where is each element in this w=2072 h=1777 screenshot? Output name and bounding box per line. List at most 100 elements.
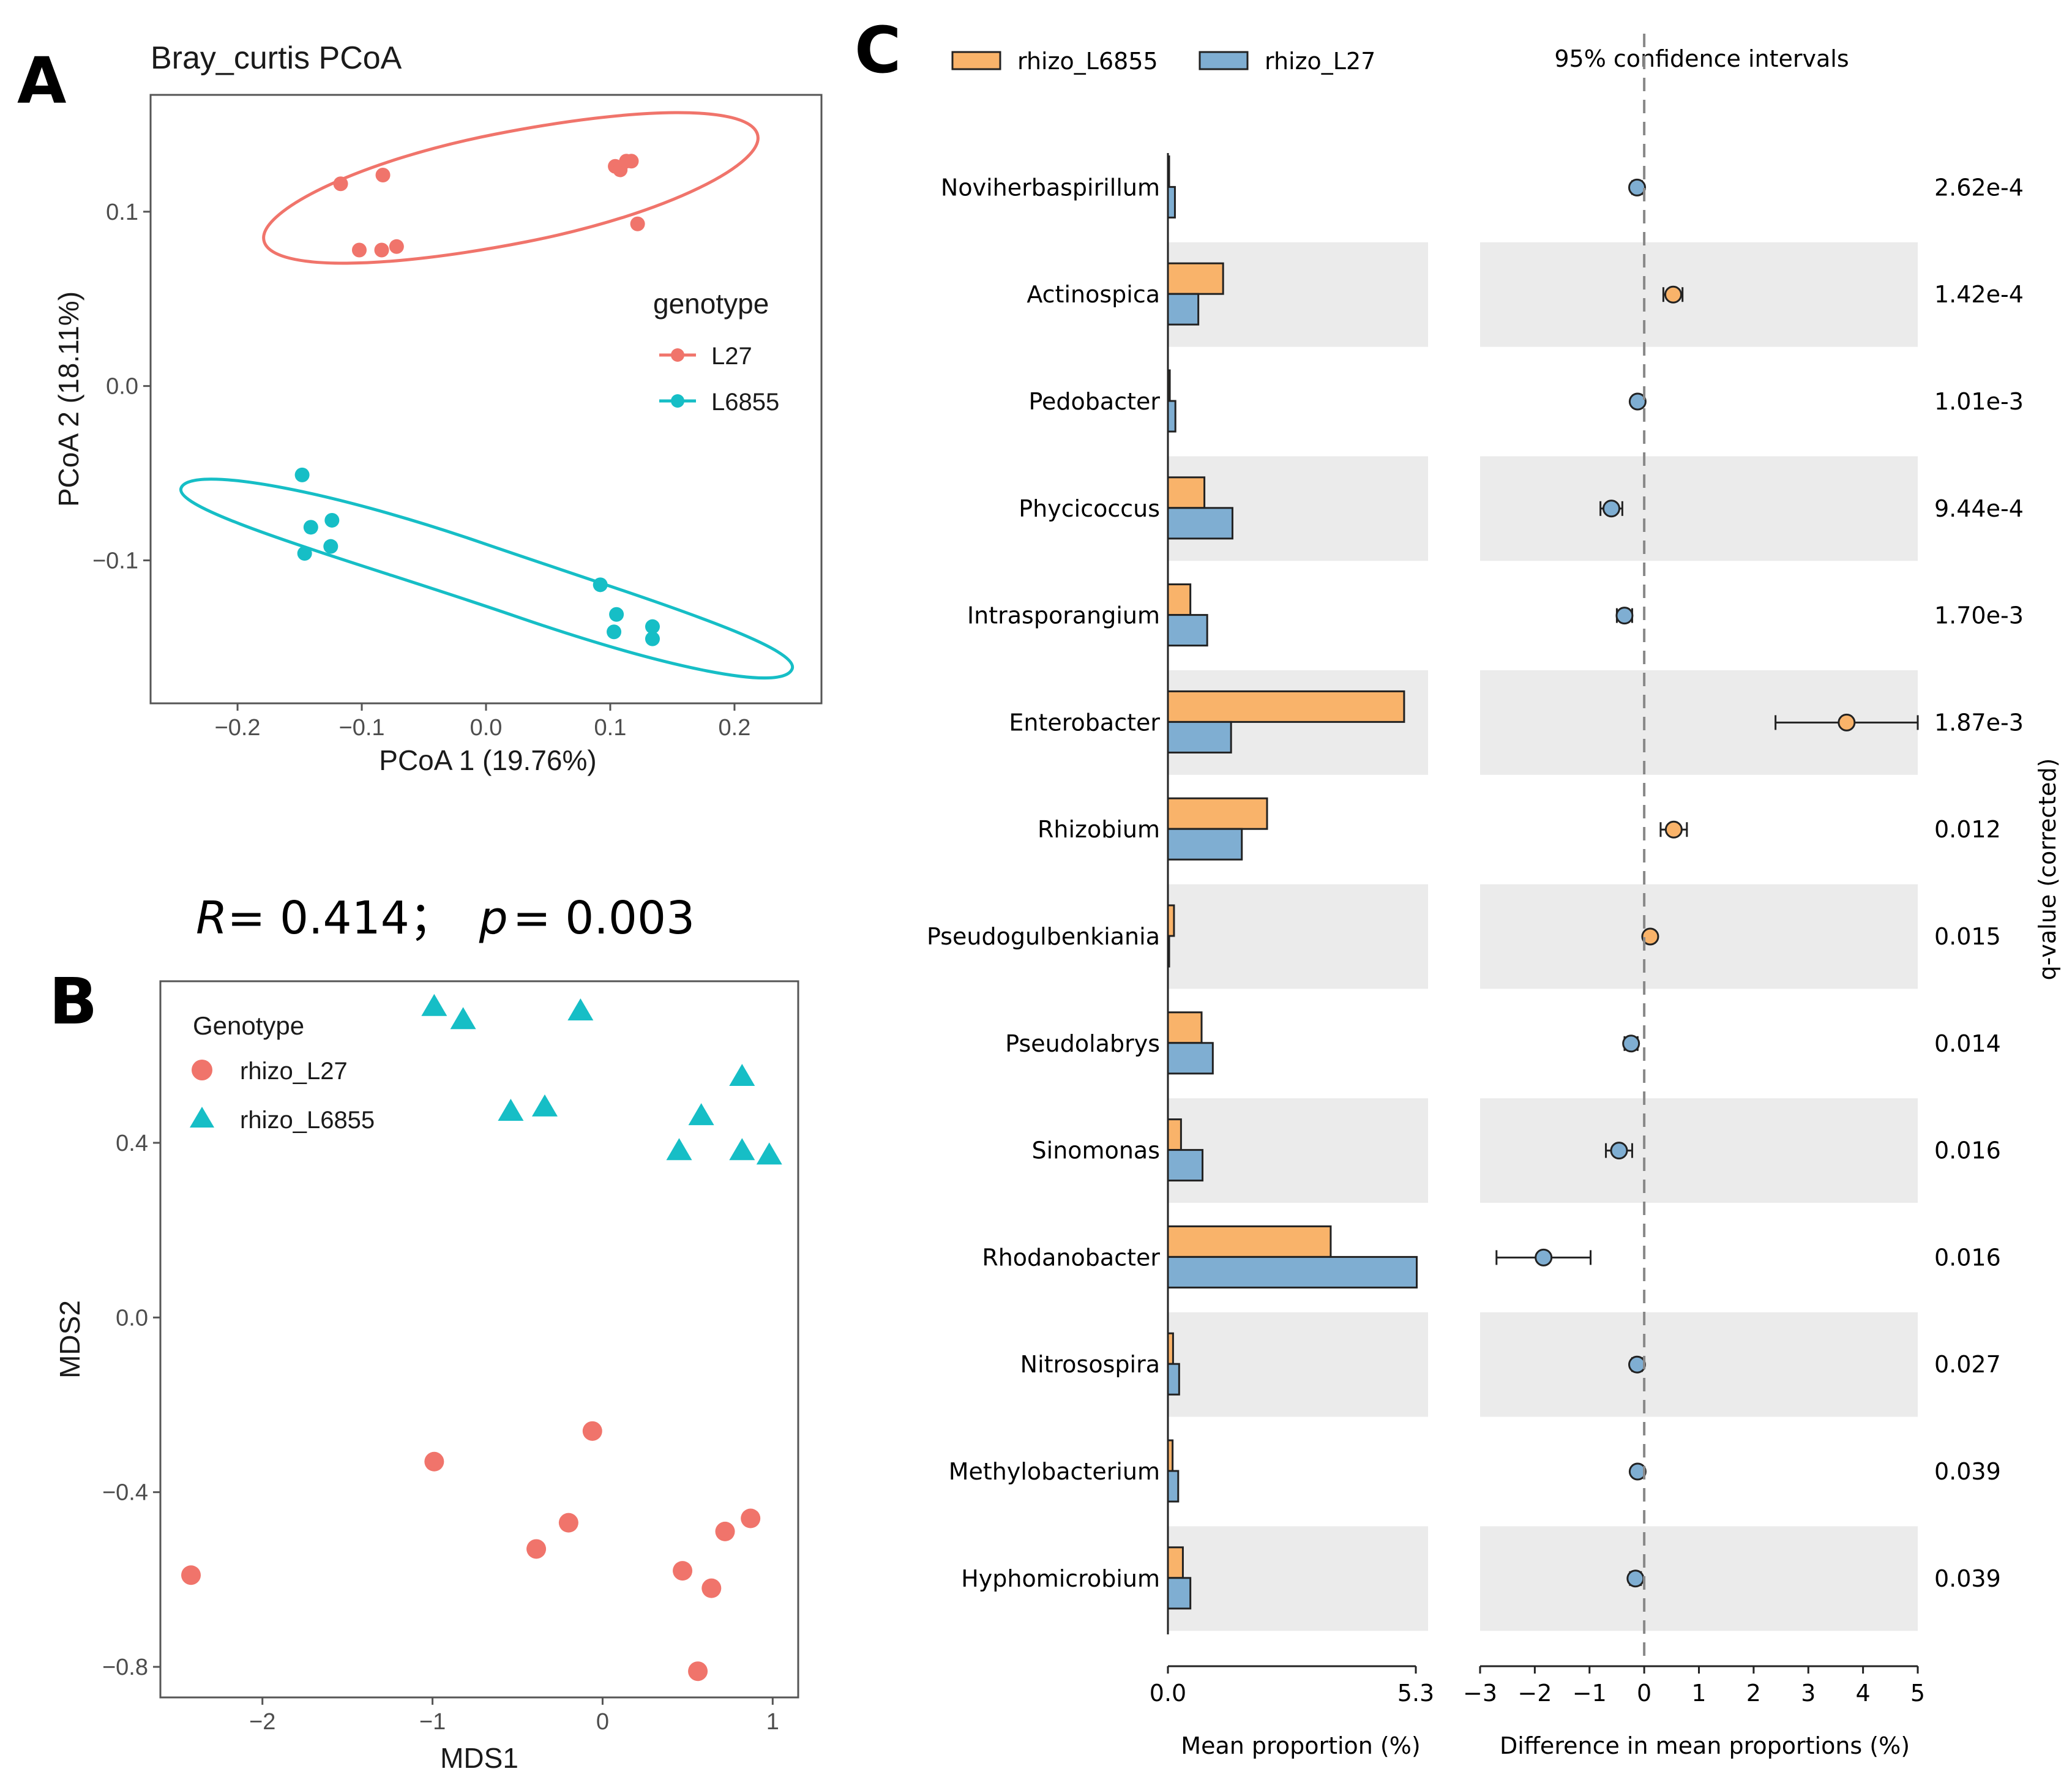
row-band-bars bbox=[1168, 884, 1428, 989]
legend-dot-l27 bbox=[671, 348, 684, 362]
qvalue-label: 0.014 bbox=[1934, 1030, 2001, 1057]
pcoa-y-tick-label: −0.1 bbox=[92, 548, 138, 574]
panel-c-letter: C bbox=[855, 13, 901, 88]
qvalue-label: 9.44e-4 bbox=[1934, 495, 2024, 522]
c-legend-label-l6855: rhizo_L6855 bbox=[1017, 48, 1158, 75]
pcoa-point-l6855 bbox=[607, 624, 622, 640]
qvalue-label: 0.016 bbox=[1934, 1244, 2001, 1271]
pcoa-legend-title: genotype bbox=[653, 288, 769, 320]
difference-point bbox=[1626, 1569, 1645, 1588]
bar-rhizo-l27 bbox=[1167, 1042, 1214, 1075]
row-band-diff bbox=[1480, 1098, 1918, 1203]
r-value: = 0.414； bbox=[227, 892, 454, 945]
genus-label: Methylobacterium bbox=[949, 1458, 1160, 1485]
bar-rhizo-l6855 bbox=[1167, 262, 1224, 295]
pcoa-point-l27 bbox=[351, 242, 367, 258]
pcoa-point-l6855 bbox=[297, 546, 312, 561]
genus-label: Hyphomicrobium bbox=[961, 1565, 1160, 1592]
bar-x-tick-label: 0.0 bbox=[1150, 1680, 1186, 1707]
mds-x-tick-label: 1 bbox=[766, 1709, 779, 1735]
pcoa-x-tick-label: −0.2 bbox=[215, 715, 261, 741]
legend-label-l6855: L6855 bbox=[711, 389, 779, 416]
c-qvalues: 2.62e-4 1.42e-4 1.01e-3 9.44e-4 1.70e-3 1.87e… bbox=[1934, 174, 2024, 1592]
mds-point-rhizo-l27 bbox=[715, 1521, 735, 1541]
genus-label: Noviherbaspirillum bbox=[941, 174, 1160, 201]
c-differences bbox=[1495, 34, 1919, 1660]
difference-axis-label: Difference in mean proportions (%) bbox=[1500, 1732, 1910, 1759]
bar-rhizo-l6855 bbox=[1167, 797, 1268, 830]
bar-rhizo-l27 bbox=[1167, 1149, 1204, 1182]
legend-dot-l6855 bbox=[671, 394, 684, 408]
difference-point bbox=[1628, 1462, 1647, 1481]
diff-x-tick-label: 3 bbox=[1801, 1680, 1816, 1707]
diff-x-tick-label: −3 bbox=[1463, 1680, 1497, 1707]
r-symbol: R bbox=[196, 892, 227, 945]
pcoa-point-l6855 bbox=[303, 520, 318, 535]
panel-b: B −2 −1 0 1 0.4 0.0 −0.4 −0.8 MDS1 MDS2 Genotyp… bbox=[49, 964, 799, 1774]
row-band-diff bbox=[1480, 242, 1918, 347]
pcoa-x-tick-label: 0.2 bbox=[719, 715, 751, 741]
pcoa-point-l27 bbox=[389, 239, 404, 254]
genus-label: Nitrosospira bbox=[1020, 1351, 1160, 1378]
mds-point-rhizo-l6855 bbox=[666, 1138, 692, 1161]
difference-point bbox=[1838, 713, 1856, 731]
mds-x-tick-label: 0 bbox=[596, 1709, 609, 1735]
row-band-bars bbox=[1168, 1312, 1428, 1417]
bar-rhizo-l27 bbox=[1167, 293, 1200, 326]
qvalue-label: 0.027 bbox=[1934, 1351, 2001, 1378]
mds-point-rhizo-l6855 bbox=[729, 1138, 755, 1161]
qvalue-label: 1.70e-3 bbox=[1934, 602, 2024, 629]
pcoa-point-l6855 bbox=[593, 577, 608, 593]
mds-x-axis-label: MDS1 bbox=[440, 1742, 518, 1774]
bar-rhizo-l27 bbox=[1167, 614, 1208, 647]
legend-label-rhizo-l6855: rhizo_L6855 bbox=[240, 1107, 375, 1134]
difference-point bbox=[1615, 607, 1634, 625]
pcoa-y-tick-label: 0.1 bbox=[106, 200, 138, 225]
pcoa-plot-frame bbox=[149, 94, 823, 705]
bar-rhizo-l27 bbox=[1167, 1363, 1180, 1396]
mds-point-rhizo-l6855 bbox=[567, 998, 594, 1020]
row-band-diff bbox=[1480, 456, 1918, 561]
diff-x-tick-label: 4 bbox=[1856, 1680, 1871, 1707]
row-band-diff bbox=[1480, 1312, 1918, 1417]
pcoa-point-l6855 bbox=[324, 512, 340, 528]
qvalue-label: 1.87e-3 bbox=[1934, 709, 2024, 736]
difference-point bbox=[1535, 1248, 1553, 1266]
pcoa-x-axis-label: PCoA 1 (19.76%) bbox=[379, 744, 596, 776]
ellipse-l27 bbox=[262, 111, 760, 265]
pcoa-legend: genotype L27 L6855 bbox=[653, 288, 779, 416]
pcoa-x-tick-label: 0.0 bbox=[470, 715, 503, 741]
mds-point-rhizo-l6855 bbox=[688, 1103, 714, 1126]
mds-point-rhizo-l6855 bbox=[756, 1142, 782, 1165]
pcoa-point-l27 bbox=[374, 242, 389, 258]
pcoa-x-tick-label: 0.1 bbox=[594, 715, 627, 741]
bar-rhizo-l27 bbox=[1167, 185, 1176, 219]
c-row-bands bbox=[1168, 242, 1918, 1631]
diff-x-tick-label: 5 bbox=[1910, 1680, 1925, 1707]
bar-rhizo-l6855 bbox=[1167, 476, 1206, 509]
genus-label: Pedobacter bbox=[1028, 388, 1160, 415]
ellipse-l6855 bbox=[179, 477, 795, 680]
bar-rhizo-l6855 bbox=[1167, 1011, 1203, 1044]
mds-y-tick-label: −0.4 bbox=[102, 1480, 148, 1506]
genus-label: Actinospica bbox=[1027, 281, 1160, 308]
pcoa-point-l6855 bbox=[294, 467, 310, 482]
mds-point-rhizo-l27 bbox=[526, 1539, 547, 1559]
difference-point bbox=[1610, 1142, 1628, 1160]
pcoa-y-axis-label: PCoA 2 (18.11%) bbox=[53, 291, 84, 507]
mds-plot-frame bbox=[159, 980, 799, 1699]
bar-rhizo-l6855 bbox=[1167, 1546, 1184, 1579]
mds-point-rhizo-l27 bbox=[741, 1508, 761, 1528]
legend-circle-rhizo-l27 bbox=[192, 1060, 212, 1080]
qvalue-label: 2.62e-4 bbox=[1934, 174, 2024, 201]
mds-point-rhizo-l27 bbox=[673, 1561, 693, 1581]
pcoa-title: Bray_curtis PCoA bbox=[151, 40, 402, 76]
genus-label: Pseudogulbenkiania bbox=[927, 923, 1160, 950]
pcoa-point-l27 bbox=[333, 176, 348, 192]
row-band-bars bbox=[1168, 1098, 1428, 1203]
qvalue-label: 0.016 bbox=[1934, 1137, 2001, 1164]
bar-rhizo-l27 bbox=[1167, 720, 1232, 754]
difference-point bbox=[1603, 499, 1620, 518]
genus-label: Pseudolabrys bbox=[1005, 1030, 1160, 1057]
